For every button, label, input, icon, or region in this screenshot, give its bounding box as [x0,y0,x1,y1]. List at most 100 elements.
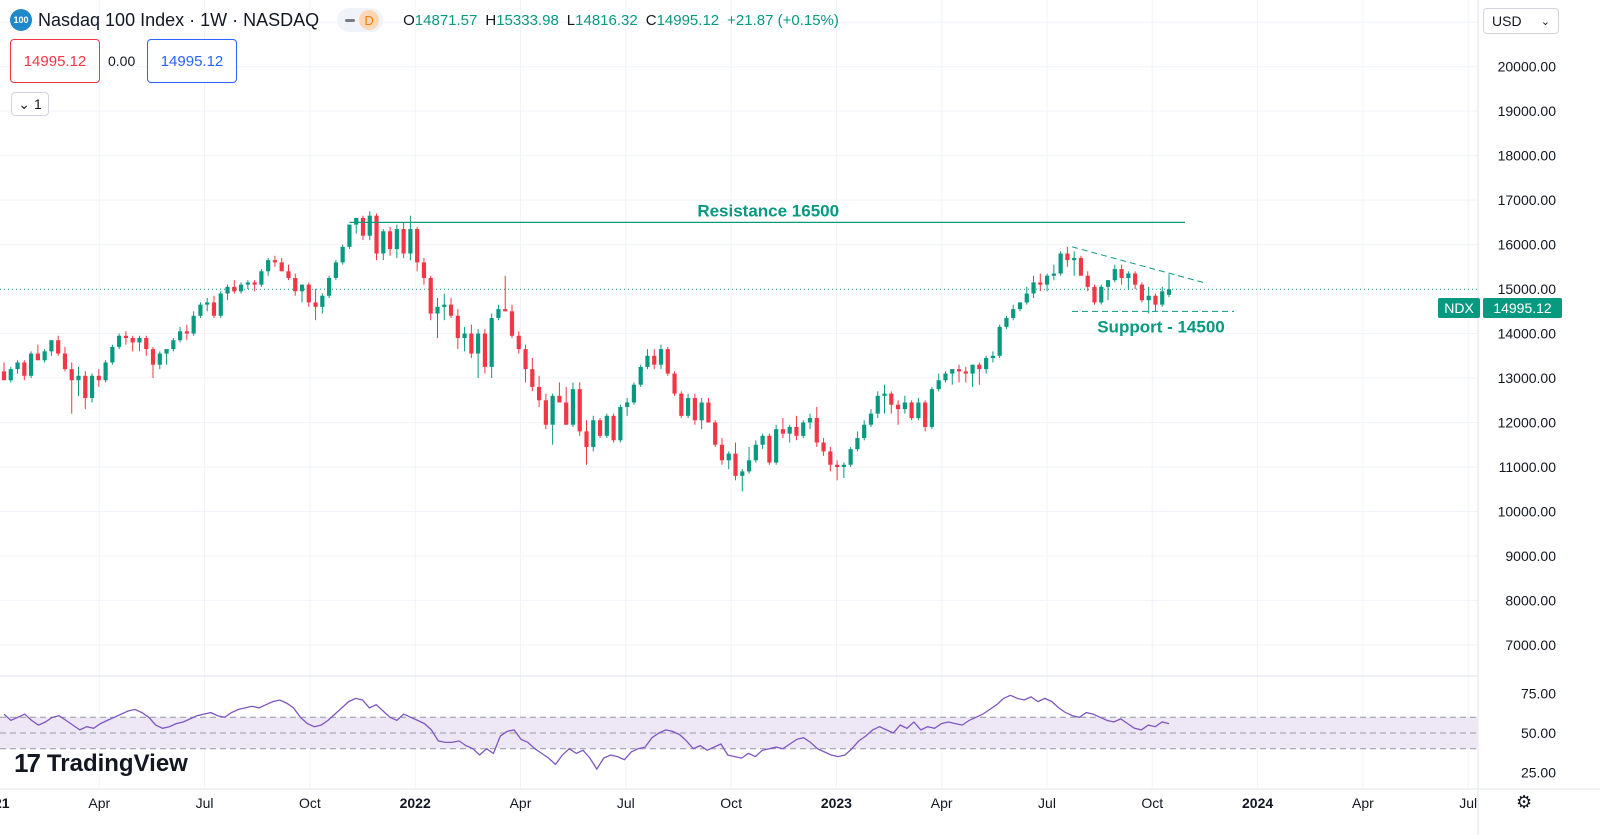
tradingview-wordmark: TradingView [46,749,188,777]
candle-body [164,349,169,354]
candle [374,213,379,261]
candle-body [591,420,596,447]
candle-body [96,375,101,381]
tradingview-logo[interactable]: 17 TradingView [14,748,188,779]
indicators-collapse-button[interactable]: ⌄ 1 [11,92,49,116]
candle-body [509,311,515,336]
currency-selector[interactable]: USD ⌄ [1483,8,1559,34]
close-label: C [645,11,657,29]
candle [950,369,955,385]
y-tick-label: 11000.00 [1499,459,1557,475]
symbol-logo-icon[interactable]: 100 [10,9,32,31]
candle-body [1099,286,1104,303]
candle [394,224,399,258]
candle-body [76,375,81,381]
tradingview-mark-icon: 17 [14,748,41,778]
candle [652,349,657,370]
candle-body [733,453,738,476]
sell-button[interactable]: 14995.12 [10,39,100,83]
x-tick-label: 2024 [1242,795,1273,811]
candle-body [62,353,68,370]
candle [984,355,989,374]
support-label: Support - 14500 [1097,317,1225,336]
gear-icon[interactable]: ⚙ [1516,792,1533,812]
buy-button[interactable]: 14995.12 [147,39,237,83]
candle-body [963,371,968,374]
candle [340,244,345,265]
candle [706,398,711,423]
candle-body [1153,295,1158,305]
candle-body [259,271,264,285]
candle-body [916,402,921,419]
candle-body [977,364,982,370]
candle-body [448,304,454,316]
candle [130,335,135,352]
candle [841,462,846,479]
candle-body [1051,273,1056,276]
candle [943,371,948,383]
candle [855,431,860,452]
candle-body [970,364,975,374]
candle-body [394,229,399,250]
candle [868,409,874,427]
candle-body [150,349,156,365]
candle-body [909,402,914,419]
candle-body [685,398,691,416]
candle [1065,246,1070,267]
candle-body [286,271,291,278]
candle [550,393,555,445]
candle-body [875,395,880,414]
candle [1017,302,1023,312]
candle-body [923,402,928,427]
candle [828,446,833,472]
y-tick-label: 16000.00 [1498,237,1557,253]
trendline [1071,246,1204,283]
rsi-tick-label: 75.00 [1521,686,1556,702]
candle [862,420,867,441]
candle-body [990,355,995,359]
candle-body [1160,291,1165,305]
candle-body [658,349,664,365]
candle [421,257,427,285]
candle-body [943,373,948,381]
candle [665,346,670,376]
candle [1133,271,1138,290]
candle-body [652,355,657,365]
candle [875,391,880,419]
candle-body [577,389,582,432]
candle-body [638,366,643,385]
candle [89,373,95,403]
candle-body [1011,309,1016,318]
candle-body [516,335,521,350]
candle [733,442,738,481]
candle [266,257,271,276]
candle-body [238,284,244,292]
candle-body [49,340,54,352]
candle [462,326,467,352]
data-status-pill[interactable]: D [337,8,384,32]
candle-body [218,293,223,316]
candle-body [232,286,237,292]
candle [794,415,799,441]
candle [1160,286,1165,307]
delayed-data-badge[interactable]: D [359,10,380,30]
candle [760,433,765,450]
candle-body [313,302,318,307]
candle [1051,264,1056,281]
candle [848,446,853,467]
candle-body [835,464,840,467]
symbol-title[interactable]: Nasdaq 100 Index · 1W · NASDAQ [38,9,320,30]
candle [577,382,582,436]
x-tick-label: Apr [931,795,953,811]
candle-body [828,451,833,465]
candle-body [354,217,359,225]
candle-body [902,402,907,410]
candle [956,364,962,383]
candle [238,282,244,294]
candle [699,398,704,430]
candle [767,433,772,465]
candle [692,393,697,425]
candle [15,360,20,374]
close-value: 14995.12 [656,11,720,29]
